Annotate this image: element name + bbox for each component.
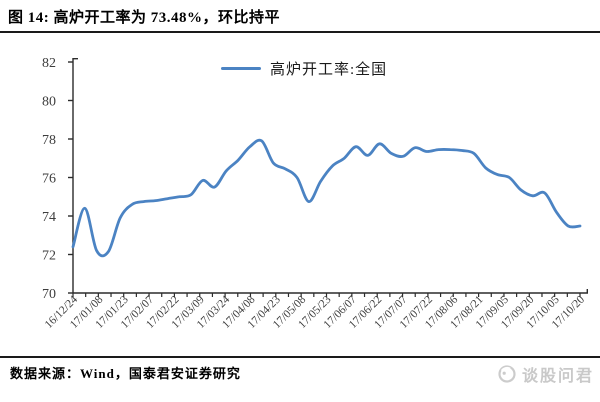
watermark-text: 谈股问君 [521,368,594,385]
title-divider [0,31,600,33]
figure-title: 图 14: 高炉开工率为 73.48%，环比持平 [8,10,280,26]
y-tick-label: 72 [42,249,56,264]
footer-divider [0,356,600,358]
y-tick-label: 76 [42,172,56,187]
watermark: 谈股问君 [497,362,594,386]
legend-line-swatch-icon [221,67,261,70]
y-tick-label: 70 [42,287,56,302]
y-tick-label: 78 [42,133,56,148]
y-tick-label: 82 [42,56,56,71]
y-tick-label: 74 [42,210,56,225]
chart-legend: 高炉开工率:全国 [221,58,387,79]
series-line-blast-furnace-rate [71,138,582,258]
legend-series-label: 高炉开工率:全国 [270,62,388,78]
watermark-logo-icon [498,365,516,383]
data-source-note: 数据来源：Wind，国泰君安证券研究 [10,366,241,381]
y-tick-label: 80 [42,95,56,110]
